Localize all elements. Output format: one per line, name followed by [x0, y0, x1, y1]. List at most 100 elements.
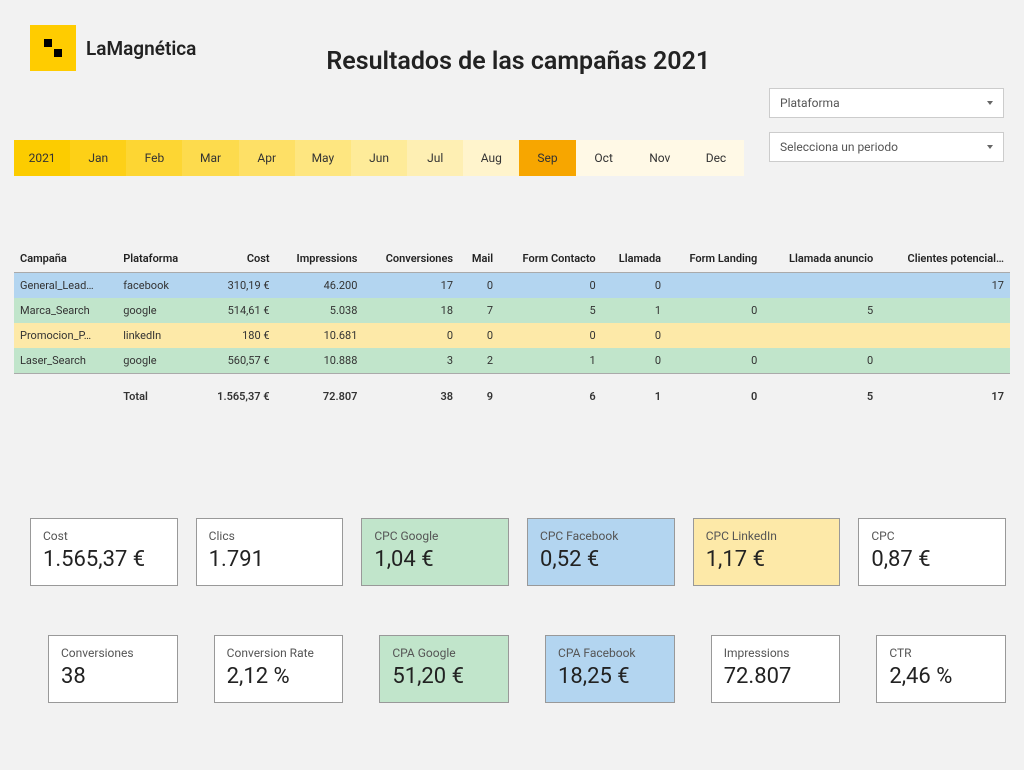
table-cell: 0: [763, 348, 879, 374]
kpi-card: CPA Google 51,20 €: [379, 635, 509, 703]
kpi-card-label: CPA Google: [392, 646, 496, 660]
col-header[interactable]: Llamada: [602, 245, 667, 273]
table-cell: 180 €: [198, 323, 276, 348]
month-2021[interactable]: 2021: [14, 140, 70, 176]
table-cell: 5: [499, 298, 602, 323]
table-cell: 18: [363, 298, 459, 323]
kpi-card-label: CPC Google: [374, 529, 496, 543]
kpi-card: Cost1.565,37 €: [30, 518, 178, 586]
table-cell: 2: [459, 348, 499, 374]
kpi-card: CPC Google 1,04 €: [361, 518, 509, 586]
table-cell: 5.038: [276, 298, 364, 323]
kpi-cards-row-1: Cost1.565,37 € Clics1.791 CPC Google 1,04 €…: [30, 518, 1006, 586]
month-oct[interactable]: Oct: [576, 140, 632, 176]
kpi-card-value: 1,04 €: [374, 547, 496, 572]
table-cell: 72.807: [276, 374, 364, 410]
kpi-card: Impressions72.807: [711, 635, 841, 703]
chevron-down-icon: [987, 145, 993, 149]
campaign-table: CampañaPlataformaCostImpressionsConversi…: [14, 245, 1010, 409]
kpi-card-label: Conversiones: [61, 646, 165, 660]
table-cell: 560,57 €: [198, 348, 276, 374]
table-cell: [667, 273, 763, 299]
table-cell: facebook: [117, 273, 198, 299]
kpi-card-value: 0,52 €: [540, 547, 662, 572]
col-header[interactable]: Llamada anuncio: [763, 245, 879, 273]
period-dropdown[interactable]: Selecciona un periodo: [769, 132, 1004, 162]
platform-dropdown[interactable]: Plataforma: [769, 88, 1004, 118]
month-feb[interactable]: Feb: [126, 140, 182, 176]
brand-logo: LaMagnética: [30, 25, 196, 71]
table-cell: [879, 298, 1010, 323]
table-cell: 0: [602, 323, 667, 348]
table-total-row: Total1.565,37 €72.807389610517: [14, 374, 1010, 410]
table-cell: 0: [602, 348, 667, 374]
month-aug[interactable]: Aug: [463, 140, 519, 176]
col-header[interactable]: Form Contacto: [499, 245, 602, 273]
month-may[interactable]: May: [295, 140, 351, 176]
table-cell: 5: [763, 298, 879, 323]
kpi-card-label: CPA Facebook: [558, 646, 662, 660]
table-cell: linkedIn: [117, 323, 198, 348]
table-cell: 310,19 €: [198, 273, 276, 299]
month-nov[interactable]: Nov: [632, 140, 688, 176]
month-jul[interactable]: Jul: [407, 140, 463, 176]
table-row[interactable]: Promocion_P…linkedIn180 €10.6810000: [14, 323, 1010, 348]
table-cell: 17: [363, 273, 459, 299]
kpi-card: Conversiones38: [48, 635, 178, 703]
kpi-card-value: 51,20 €: [392, 664, 496, 689]
platform-dropdown-label: Plataforma: [780, 96, 840, 110]
table-cell: 17: [879, 273, 1010, 299]
col-header[interactable]: Mail: [459, 245, 499, 273]
table-cell: 514,61 €: [198, 298, 276, 323]
kpi-cards-row-2: Conversiones38 Conversion Rate2,12 % CPA G…: [30, 635, 1006, 703]
table-cell: [763, 273, 879, 299]
kpi-card: CPC 0,87 €: [858, 518, 1006, 586]
table-cell: 0: [667, 348, 763, 374]
month-mar[interactable]: Mar: [182, 140, 238, 176]
table-cell: 46.200: [276, 273, 364, 299]
table-cell: [667, 323, 763, 348]
col-header[interactable]: Plataforma: [117, 245, 198, 273]
kpi-card-value: 2,46 %: [889, 664, 993, 689]
month-jun[interactable]: Jun: [351, 140, 407, 176]
month-dec[interactable]: Dec: [688, 140, 744, 176]
month-jan[interactable]: Jan: [70, 140, 126, 176]
table-row[interactable]: General_Lead…facebook310,19 €46.20017000…: [14, 273, 1010, 299]
table-cell: 0: [459, 323, 499, 348]
month-sep[interactable]: Sep: [519, 140, 575, 176]
kpi-card-label: Clics: [209, 529, 331, 543]
kpi-card-label: CPC LinkedIn: [706, 529, 828, 543]
table-cell: Promocion_P…: [14, 323, 117, 348]
kpi-card: Conversion Rate2,12 %: [214, 635, 344, 703]
page-title: Resultados de las campañas 2021: [326, 47, 710, 76]
table-cell: 0: [499, 323, 602, 348]
month-selector[interactable]: 2021JanFebMarAprMayJunJulAugSepOctNovDec: [14, 140, 744, 176]
kpi-card-value: 0,87 €: [871, 547, 993, 572]
brand-name: LaMagnética: [86, 37, 196, 60]
logo-icon: [30, 25, 76, 71]
kpi-card: Clics1.791: [196, 518, 344, 586]
table-cell: google: [117, 298, 198, 323]
table-cell: 0: [459, 273, 499, 299]
table-cell: 0: [499, 273, 602, 299]
kpi-card: CTR2,46 %: [876, 635, 1006, 703]
table-row[interactable]: Laser_Searchgoogle560,57 €10.888321000: [14, 348, 1010, 374]
table-cell: 9: [459, 374, 499, 410]
month-apr[interactable]: Apr: [239, 140, 295, 176]
col-header[interactable]: Form Landing: [667, 245, 763, 273]
table-row[interactable]: Marca_Searchgoogle514,61 €5.0381875105: [14, 298, 1010, 323]
kpi-card-label: CPC: [871, 529, 993, 543]
col-header[interactable]: Conversiones: [363, 245, 459, 273]
col-header[interactable]: Clientes potencial…: [879, 245, 1010, 273]
table-cell: [879, 348, 1010, 374]
col-header[interactable]: Impressions: [276, 245, 364, 273]
kpi-card-label: Conversion Rate: [227, 646, 331, 660]
kpi-card-value: 72.807: [724, 664, 828, 689]
table-cell: 0: [363, 323, 459, 348]
table-cell: 6: [499, 374, 602, 410]
table-cell: 0: [602, 273, 667, 299]
col-header[interactable]: Cost: [198, 245, 276, 273]
col-header[interactable]: Campaña: [14, 245, 117, 273]
table-cell: 10.681: [276, 323, 364, 348]
table-cell: [14, 374, 117, 410]
